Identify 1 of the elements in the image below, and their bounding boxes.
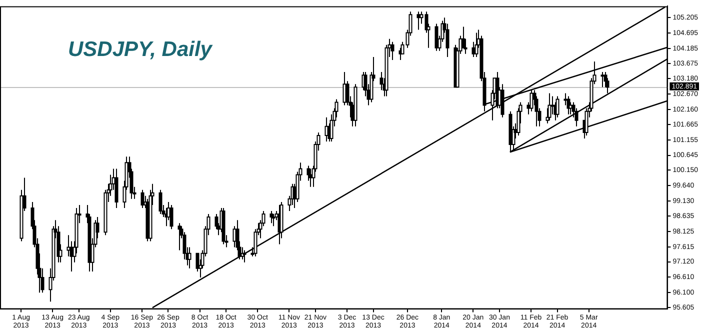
text: USDJPY, Daily — [68, 38, 214, 61]
